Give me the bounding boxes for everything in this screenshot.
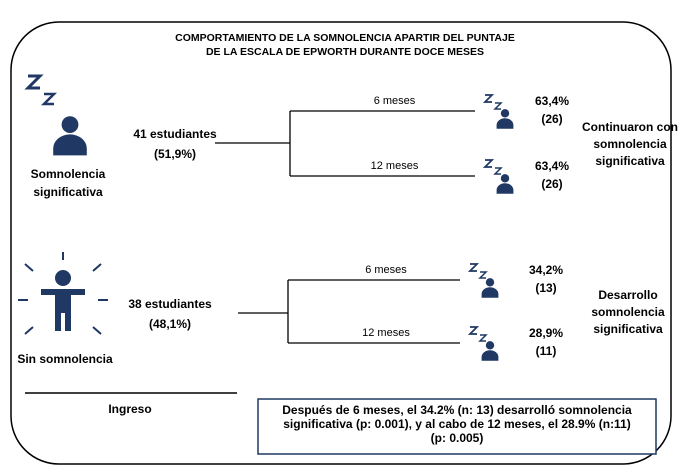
small-person-body bbox=[496, 118, 514, 129]
group-percent: (51,9%) bbox=[154, 147, 196, 161]
small-person-head bbox=[485, 278, 495, 287]
title: COMPORTAMIENTO DE LA SOMNOLENCIA APARTIR… bbox=[175, 32, 515, 44]
z-small bbox=[493, 167, 503, 175]
outcome: significativa bbox=[595, 154, 665, 168]
baseline-label: Ingreso bbox=[108, 402, 151, 416]
z-small bbox=[482, 159, 495, 168]
z-small bbox=[493, 102, 503, 110]
small-person-body bbox=[496, 183, 514, 194]
z-small bbox=[467, 263, 480, 272]
z-small bbox=[478, 271, 488, 279]
note: (p: 0.005) bbox=[431, 431, 484, 445]
branch-n: (11) bbox=[536, 344, 557, 358]
ray bbox=[92, 263, 102, 272]
outcome: somnolencia bbox=[593, 137, 667, 151]
branch-label: 6 meses bbox=[374, 95, 416, 107]
outcome: somnolencia bbox=[591, 305, 665, 319]
ray bbox=[24, 263, 34, 272]
z-small bbox=[467, 326, 480, 335]
outcome: significativa bbox=[593, 322, 663, 336]
small-person-body bbox=[481, 350, 499, 361]
group-label: Somnolencia bbox=[31, 167, 106, 181]
branch-n: (26) bbox=[541, 112, 562, 126]
group-count: 41 estudiantes bbox=[133, 127, 217, 141]
note: significativa (p: 0.001), y al cabo de 1… bbox=[283, 417, 631, 431]
awake-head bbox=[55, 270, 71, 286]
branch-label: 6 meses bbox=[365, 264, 407, 276]
branch-percent: 63,4% bbox=[535, 159, 569, 173]
z-small bbox=[40, 92, 58, 106]
z-small bbox=[482, 94, 495, 103]
small-person-head bbox=[485, 341, 495, 350]
sleep-person-body bbox=[53, 134, 87, 156]
branch-label: 12 meses bbox=[362, 327, 410, 339]
z-big bbox=[24, 74, 44, 90]
small-person-body bbox=[481, 287, 499, 298]
frame bbox=[10, 21, 672, 465]
branch-percent: 34,2% bbox=[529, 263, 563, 277]
branch-label: 12 meses bbox=[371, 160, 419, 172]
title: DE LA ESCALA DE EPWORTH DURANTE DOCE MES… bbox=[206, 46, 484, 58]
small-person-head bbox=[500, 174, 510, 183]
sleep-person-head bbox=[61, 116, 79, 133]
branch-percent: 28,9% bbox=[529, 326, 563, 340]
group-percent: (48,1%) bbox=[149, 317, 191, 331]
z-small bbox=[478, 334, 488, 342]
ray bbox=[24, 326, 34, 335]
group-label: Sin somnolencia bbox=[17, 352, 113, 366]
ray bbox=[92, 326, 102, 335]
awake-body bbox=[41, 289, 85, 331]
branch-percent: 63,4% bbox=[535, 94, 569, 108]
branch-n: (13) bbox=[535, 281, 556, 295]
outcome: Desarrollo bbox=[598, 288, 657, 302]
note-box bbox=[257, 398, 657, 455]
note: Después de 6 meses, el 34.2% (n: 13) des… bbox=[282, 403, 632, 417]
small-person-head bbox=[500, 109, 510, 118]
group-count: 38 estudiantes bbox=[128, 297, 212, 311]
branch-n: (26) bbox=[541, 177, 562, 191]
outcome: Continuaron con bbox=[582, 120, 678, 134]
group-label: significativa bbox=[33, 185, 103, 199]
